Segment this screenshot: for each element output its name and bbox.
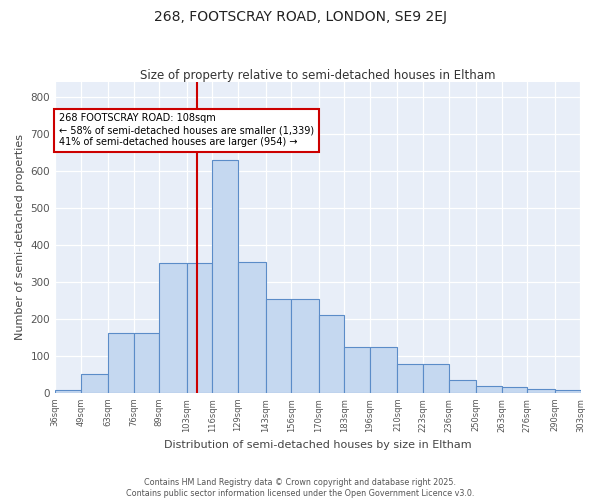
Bar (449, 380, 476, 393)
Y-axis label: Number of semi-detached properties: Number of semi-detached properties (15, 134, 25, 340)
Title: Size of property relative to semi-detached houses in Eltham: Size of property relative to semi-detach… (140, 69, 496, 82)
Bar (291, 298, 319, 393)
Bar (423, 364, 449, 393)
Bar (370, 346, 397, 393)
Bar (344, 346, 370, 393)
Bar (134, 333, 160, 393)
Bar (397, 364, 423, 393)
Bar (160, 264, 187, 393)
Text: 268 FOOTSCRAY ROAD: 108sqm
← 58% of semi-detached houses are smaller (1,339)
41%: 268 FOOTSCRAY ROAD: 108sqm ← 58% of semi… (59, 114, 314, 146)
Bar (319, 315, 344, 393)
Bar (108, 333, 134, 393)
Bar (238, 262, 266, 393)
Bar (502, 388, 527, 393)
Bar (80, 374, 108, 393)
Bar (212, 160, 238, 393)
X-axis label: Distribution of semi-detached houses by size in Eltham: Distribution of semi-detached houses by … (164, 440, 472, 450)
Bar (187, 264, 212, 393)
Text: Contains HM Land Registry data © Crown copyright and database right 2025.
Contai: Contains HM Land Registry data © Crown c… (126, 478, 474, 498)
Bar (266, 298, 291, 393)
Bar (476, 386, 502, 393)
Text: 268, FOOTSCRAY ROAD, LONDON, SE9 2EJ: 268, FOOTSCRAY ROAD, LONDON, SE9 2EJ (154, 10, 446, 24)
Bar (555, 390, 581, 393)
Bar (527, 389, 555, 393)
Bar (55, 390, 80, 393)
